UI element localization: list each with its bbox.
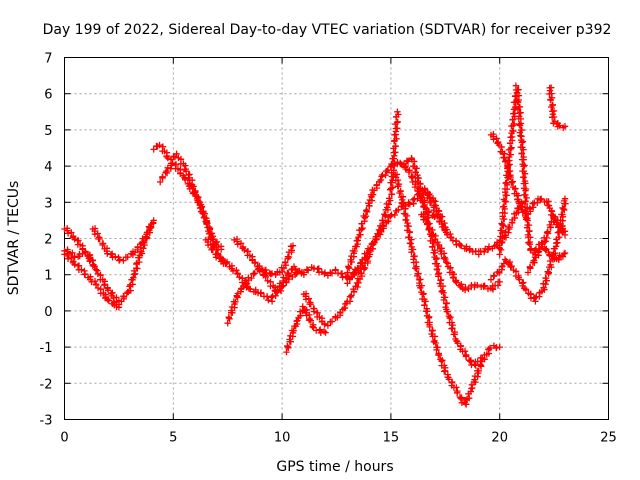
data-point-markers bbox=[546, 84, 569, 131]
x-tick-label: 20 bbox=[491, 431, 508, 446]
x-tick-label: 10 bbox=[274, 431, 291, 446]
y-tick-label: 1 bbox=[44, 269, 52, 284]
y-axis: -3 -2 -1 0 1 2 3 4 5 6 7 bbox=[40, 52, 609, 429]
data-point-markers bbox=[61, 246, 96, 264]
y-tick-label: 6 bbox=[44, 88, 52, 103]
y-tick-label: 7 bbox=[44, 52, 52, 67]
data-series bbox=[89, 217, 157, 264]
y-tick-label: -1 bbox=[40, 341, 53, 356]
data-point-markers bbox=[496, 82, 569, 263]
data-point-markers bbox=[150, 141, 229, 267]
data-point-markers bbox=[224, 242, 297, 327]
x-tick-label: 5 bbox=[169, 431, 177, 446]
x-tick-label: 15 bbox=[383, 431, 400, 446]
x-tick-label: 25 bbox=[600, 431, 617, 446]
data-point-markers bbox=[422, 189, 525, 258]
y-tick-label: -3 bbox=[40, 414, 53, 429]
y-axis-label: SDTVAR / TECUs bbox=[6, 181, 22, 296]
data-series bbox=[150, 141, 229, 267]
data-series bbox=[487, 195, 569, 305]
data-series bbox=[524, 212, 569, 276]
x-axis: 0 5 10 15 20 25 bbox=[60, 57, 617, 446]
y-tick-label: 4 bbox=[44, 160, 52, 175]
data-series bbox=[157, 160, 225, 253]
data-series bbox=[418, 210, 503, 294]
y-tick-label: 5 bbox=[44, 124, 52, 139]
data-point-markers bbox=[524, 212, 569, 276]
x-tick-label: 0 bbox=[60, 431, 68, 446]
data-point-markers bbox=[61, 250, 123, 311]
y-tick-label: 2 bbox=[44, 233, 52, 248]
data-series bbox=[61, 250, 123, 311]
y-tick-label: 3 bbox=[44, 196, 52, 211]
data-point-markers bbox=[392, 171, 503, 408]
data-series bbox=[300, 253, 373, 329]
data-series bbox=[546, 84, 569, 131]
data-point-markers bbox=[157, 160, 225, 253]
data-series bbox=[61, 246, 96, 264]
data-series bbox=[496, 82, 569, 263]
data-series bbox=[283, 303, 329, 356]
x-axis-label: GPS time / hours bbox=[276, 459, 393, 475]
data-series bbox=[422, 189, 525, 258]
gridlines bbox=[64, 57, 609, 420]
data-series bbox=[231, 235, 303, 296]
data-points bbox=[61, 82, 569, 408]
data-point-markers bbox=[300, 253, 373, 329]
y-tick-label: 0 bbox=[44, 305, 52, 320]
data-point-markers bbox=[487, 195, 569, 305]
y-tick-label: -2 bbox=[40, 377, 53, 392]
data-series bbox=[392, 171, 503, 408]
data-series bbox=[224, 242, 297, 327]
chart-title: Day 199 of 2022, Sidereal Day-to-day VTE… bbox=[43, 22, 612, 38]
data-point-markers bbox=[89, 217, 157, 264]
data-point-markers bbox=[283, 303, 329, 356]
data-point-markers bbox=[418, 210, 503, 294]
data-point-markers bbox=[231, 235, 303, 296]
